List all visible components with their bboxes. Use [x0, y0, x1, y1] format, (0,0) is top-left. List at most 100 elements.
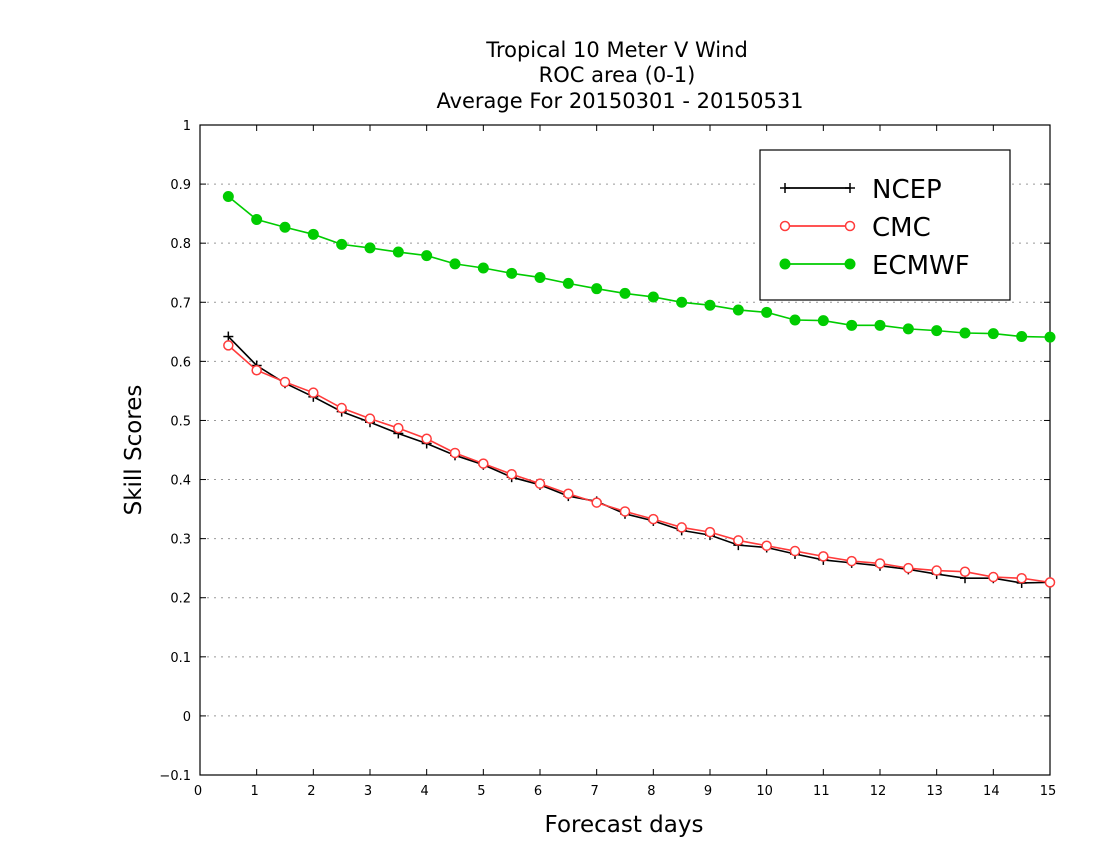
ecmwf-point: [874, 319, 886, 331]
x-tick-label: 13: [926, 784, 943, 799]
y-tick-label: 0.2: [170, 592, 191, 607]
ecmwf-point: [619, 287, 631, 299]
ecmwf-point: [506, 267, 518, 279]
x-tick-label: 11: [813, 784, 830, 799]
y-tick-label: 0.5: [170, 414, 191, 429]
cmc-point: [761, 540, 772, 551]
cmc-line: [227, 344, 1051, 584]
legend-marker: [780, 183, 790, 193]
cmc-point: [364, 413, 376, 424]
ecmwf-point: [959, 327, 971, 339]
legend-item-ecmwf: ECMWF: [779, 251, 970, 281]
cmc-point: [619, 506, 631, 517]
y-tick-label: 0.7: [170, 296, 191, 311]
y-tick-label: 0: [183, 710, 191, 725]
legend-marker: [779, 258, 791, 270]
cmc-point: [789, 545, 801, 557]
cmc-point: [846, 555, 857, 567]
ecmwf-point: [392, 246, 404, 258]
ecmwf-point: [222, 191, 234, 202]
ecmwf-point: [732, 304, 744, 316]
series-cmc: [223, 340, 1056, 588]
data-series: [222, 191, 1056, 588]
ecmwf-point: [251, 214, 263, 226]
ncep-point: [223, 331, 234, 342]
series-ncep: [223, 331, 1055, 588]
cmc-point: [1044, 577, 1056, 588]
legend-marker: [779, 220, 791, 232]
ecmwf-point: [562, 277, 574, 289]
legend-label: NCEP: [872, 175, 942, 205]
x-tick-label: 2: [307, 784, 315, 799]
cmc-point: [704, 526, 716, 538]
ecmwf-point: [789, 314, 801, 326]
y-tick-label: 1: [183, 119, 191, 134]
x-tick-label: 5: [477, 784, 485, 799]
y-tick-label: 0.8: [170, 237, 191, 252]
x-axis-label: Forecast days: [545, 812, 704, 838]
cmc-point: [676, 522, 687, 533]
ecmwf-point: [987, 328, 999, 340]
ecmwf-point: [902, 323, 914, 335]
cmc-point: [591, 497, 602, 508]
plot-frame: [199, 124, 1051, 776]
cmc-point: [279, 376, 291, 388]
chart-title-line-3: Average For 20150301 - 20150531: [436, 89, 803, 113]
ecmwf-point: [761, 306, 773, 318]
legend-label: CMC: [872, 213, 931, 243]
cmc-point: [648, 513, 659, 525]
cmc-point: [988, 571, 999, 583]
series-ecmwf: [222, 191, 1056, 343]
legend: NCEP CMC ECMWF: [759, 149, 1011, 301]
x-tick-label: 9: [704, 784, 712, 799]
ecmwf-point: [421, 250, 433, 262]
cmc-point: [506, 468, 517, 480]
chart-title-line-1: Tropical 10 Meter V Wind: [485, 38, 748, 62]
ecmwf-point: [817, 315, 829, 327]
cmc-point: [478, 458, 489, 469]
x-tick-label: 3: [364, 784, 372, 799]
cmc-point: [449, 447, 461, 459]
ecmwf-point: [307, 228, 319, 240]
y-tick-label: 0.6: [170, 355, 191, 370]
cmc-point: [959, 566, 971, 577]
legend-item-cmc: CMC: [779, 213, 931, 243]
legend-box: [759, 149, 1011, 301]
cmc-point: [1016, 572, 1027, 584]
x-tick-label: 14: [983, 784, 1000, 799]
legend-label: ECMWF: [872, 251, 970, 281]
ncep-line: [227, 335, 1051, 584]
x-tick-label: 6: [534, 784, 542, 799]
ecmwf-point: [591, 283, 603, 295]
x-tick-label: 0: [194, 784, 202, 799]
cmc-point: [393, 422, 404, 434]
ecmwf-point: [364, 242, 376, 254]
y-axis-label: Skill Scores: [121, 385, 147, 516]
ecmwf-point: [676, 296, 688, 308]
ecmwf-point: [336, 238, 348, 250]
x-tick-label: 8: [647, 784, 655, 799]
cmc-point: [308, 387, 319, 398]
cmc-point: [336, 402, 347, 414]
legend-marker: [844, 258, 856, 270]
ecmwf-point: [846, 319, 858, 331]
y-tick-label: 0.4: [170, 474, 191, 489]
y-tick-label: 0.3: [170, 533, 191, 548]
axis-ticks: −0.100.10.20.30.40.50.60.70.80.910 1 2 3 4 5 6…: [159, 119, 1056, 799]
ecmwf-point: [477, 262, 489, 274]
y-tick-label: −0.1: [159, 769, 191, 784]
cmc-point: [818, 551, 829, 562]
ecmwf-point: [449, 258, 461, 270]
cmc-point: [931, 565, 942, 576]
cmc-point: [563, 488, 574, 499]
x-tick-label: 10: [756, 784, 773, 799]
x-tick-label: 12: [870, 784, 887, 799]
y-tick-label: 0.1: [170, 651, 191, 666]
ecmwf-point: [931, 325, 943, 337]
x-tick-label: 7: [591, 784, 599, 799]
chart-title-line-2: ROC area (0-1): [539, 63, 696, 87]
legend-item-ncep: NCEP: [780, 175, 942, 205]
cmc-point: [874, 558, 886, 569]
cmc-point: [534, 478, 546, 489]
cmc-point: [251, 364, 262, 376]
